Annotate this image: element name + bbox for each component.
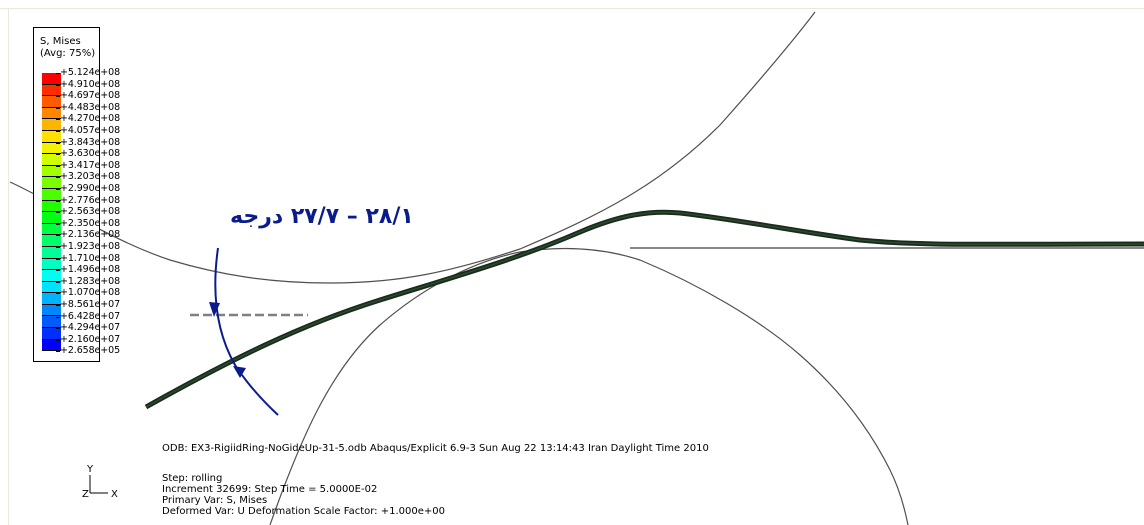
legend-swatch — [42, 73, 61, 85]
legend-swatch — [42, 84, 61, 97]
legend-swatch — [42, 165, 61, 178]
legend-tick-value: +4.910e+08 — [55, 78, 121, 90]
viewport-frame-left — [8, 8, 9, 525]
legend-tick-value: +2.563e+08 — [55, 206, 121, 218]
legend-tick-value: +3.417e+08 — [55, 159, 121, 171]
legend-tick-value: +3.843e+08 — [55, 136, 121, 148]
legend-tick-value: +5.124e+08 — [55, 67, 121, 78]
angle-arrowhead-top — [209, 302, 220, 317]
legend-tick-value: +4.270e+08 — [55, 113, 121, 125]
legend-swatch — [42, 177, 61, 189]
legend-swatch — [42, 119, 61, 131]
legend-swatch — [42, 235, 61, 247]
legend-swatch — [42, 96, 61, 108]
legend-variable: S, Mises — [40, 36, 81, 47]
legend-tick-value: +1.923e+08 — [55, 241, 121, 252]
legend-swatch — [42, 316, 61, 329]
legend-swatch — [42, 188, 61, 201]
legend-tick-value: +6.428e+07 — [55, 310, 121, 322]
contour-legend: S, Mises (Avg: 75%) +5.124e+08 +4.910e+08… — [33, 27, 120, 362]
legend-swatch — [42, 339, 61, 352]
legend-swatch — [42, 130, 61, 143]
legend-title: S, Mises (Avg: 75%) — [40, 36, 95, 60]
triad-z-label: Z — [82, 489, 89, 500]
triad-x-label: X — [111, 489, 118, 500]
legend-tick-value: +1.710e+08 — [55, 252, 121, 264]
legend-swatch — [42, 328, 61, 340]
legend-swatch — [42, 258, 61, 271]
increment-label: Increment 32699: Step Time = 5.0000E-02 — [162, 484, 378, 495]
legend-swatch — [42, 281, 61, 294]
view-triad: Y Z X — [82, 464, 118, 500]
triad-y-label: Y — [86, 464, 94, 475]
deformed-sheet-strip-highlight — [145, 211, 1144, 408]
legend-swatch — [42, 246, 61, 259]
angle-arrowhead-bottom — [233, 366, 246, 378]
legend-tick-value: +8.561e+07 — [55, 299, 121, 310]
legend-tick-value: +4.057e+08 — [55, 125, 121, 136]
legend-tick-value: +2.776e+08 — [55, 194, 121, 206]
legend-tick-value: +2.990e+08 — [55, 183, 121, 194]
legend-tick-value: +4.697e+08 — [55, 90, 121, 102]
legend-tick-value: +4.294e+07 — [55, 322, 121, 334]
legend-color-bar — [42, 73, 61, 352]
legend-tick-value: +1.496e+08 — [55, 264, 121, 276]
legend-swatch — [42, 212, 61, 224]
legend-swatch — [42, 293, 61, 305]
legend-swatch — [42, 107, 61, 120]
angle-annotation-label: ۲۸/۱ – ۲۷/۷ درجه — [230, 204, 414, 229]
legend-tick-value: +2.350e+08 — [55, 217, 121, 229]
lower-rigid-ring — [269, 247, 909, 525]
legend-swatch — [42, 270, 61, 282]
legend-tick-value: +3.630e+08 — [55, 148, 121, 160]
deformed-var-label: Deformed Var: U Deformation Scale Factor… — [162, 506, 445, 517]
upper-rigid-ring — [9, 11, 816, 284]
legend-swatch — [42, 142, 61, 155]
step-label: Step: rolling — [162, 473, 223, 484]
deformed-sheet-strip — [144, 209, 1144, 410]
legend-swatch — [42, 154, 61, 166]
legend-swatch — [42, 200, 61, 213]
legend-swatch — [42, 223, 61, 236]
primary-var-label: Primary Var: S, Mises — [162, 495, 268, 506]
legend-tick-value: +2.160e+07 — [55, 333, 121, 345]
legend-tick-value: +3.203e+08 — [55, 171, 121, 183]
odb-info-line: ODB: EX3-RigiidRing-NoGideUp-31-5.odb Ab… — [162, 443, 709, 454]
legend-tick-value: +4.483e+08 — [55, 101, 121, 113]
legend-tick-value: +2.136e+08 — [55, 229, 121, 241]
legend-tick-value: +1.070e+08 — [55, 287, 121, 299]
angle-arc — [214, 247, 279, 416]
legend-averaging: (Avg: 75%) — [40, 48, 96, 59]
legend-tick-value: +1.283e+08 — [55, 275, 121, 287]
legend-swatch — [42, 304, 61, 317]
legend-tick-value: +2.658e+05 — [55, 345, 121, 357]
viewport-frame-top — [0, 8, 1144, 9]
